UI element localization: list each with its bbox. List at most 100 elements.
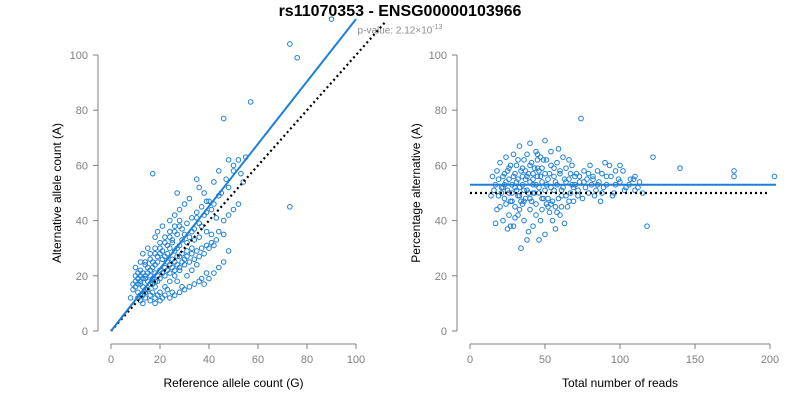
- y-tick-label: 60: [435, 160, 447, 172]
- data-point: [193, 176, 200, 182]
- data-point: [196, 253, 202, 260]
- data-point: [147, 273, 153, 279]
- data-point: [287, 204, 293, 210]
- data-point: [563, 165, 569, 171]
- data-point: [539, 206, 545, 213]
- data-point: [515, 212, 521, 218]
- data-point: [515, 157, 521, 163]
- data-point: [594, 168, 601, 174]
- data-point: [208, 206, 215, 213]
- data-point: [603, 173, 610, 180]
- data-point: [152, 245, 158, 251]
- data-point: [533, 212, 539, 218]
- data-point: [497, 159, 503, 166]
- x-tick-label: 100: [611, 354, 629, 366]
- data-point: [534, 151, 541, 158]
- data-point: [533, 148, 539, 155]
- data-point: [159, 248, 166, 254]
- data-point: [171, 273, 178, 279]
- x-axis-title: Total number of reads: [562, 376, 678, 390]
- data-point: [176, 206, 183, 213]
- y-tick-label: 100: [70, 50, 88, 62]
- y-axis-title: Percentage alternative (A): [409, 123, 423, 262]
- data-point: [516, 143, 523, 149]
- data-point: [167, 270, 173, 276]
- data-point: [515, 176, 521, 182]
- data-point: [181, 256, 188, 263]
- data-point: [528, 198, 535, 205]
- data-point: [579, 195, 586, 202]
- data-point: [546, 209, 553, 216]
- data-point: [516, 206, 523, 213]
- data-point: [539, 165, 545, 171]
- reference-line: [110, 21, 387, 332]
- data-point: [524, 237, 530, 243]
- data-point: [771, 173, 778, 180]
- data-point: [543, 157, 550, 163]
- data-point: [157, 239, 163, 246]
- data-point: [504, 168, 511, 174]
- data-point: [567, 170, 574, 177]
- data-point: [542, 137, 548, 144]
- data-point: [555, 195, 562, 202]
- data-point: [527, 195, 533, 202]
- y-tick-label: 80: [435, 105, 447, 117]
- data-point: [551, 165, 557, 171]
- data-point: [537, 173, 544, 180]
- data-point: [196, 184, 202, 191]
- data-point: [507, 162, 514, 169]
- data-point: [144, 264, 151, 271]
- data-point: [537, 154, 544, 160]
- data-point: [591, 192, 598, 199]
- data-point: [552, 204, 559, 210]
- data-point: [495, 192, 502, 199]
- data-point: [552, 226, 559, 232]
- x-tick-label: 40: [203, 354, 215, 366]
- data-point: [164, 242, 171, 249]
- x-tick-label: 100: [347, 354, 365, 366]
- data-point: [203, 198, 210, 205]
- y-tick-label: 20: [435, 271, 447, 283]
- data-point: [201, 281, 207, 287]
- data-point: [149, 259, 156, 265]
- data-point: [152, 234, 158, 240]
- data-point: [515, 192, 521, 199]
- data-point: [546, 170, 553, 177]
- data-point: [186, 259, 193, 265]
- data-point: [497, 204, 503, 210]
- x-tick-label: 50: [539, 354, 551, 366]
- data-point: [501, 170, 508, 177]
- data-point: [174, 190, 180, 196]
- data-point: [615, 176, 622, 182]
- data-point: [495, 176, 502, 182]
- data-point: [203, 270, 210, 276]
- x-tick-label: 60: [252, 354, 264, 366]
- data-point: [492, 220, 499, 227]
- data-point: [203, 228, 210, 235]
- data-point: [184, 248, 190, 254]
- data-point: [582, 184, 589, 191]
- data-point: [566, 198, 572, 205]
- data-point: [193, 248, 200, 254]
- data-point: [548, 201, 554, 207]
- data-point: [196, 278, 202, 285]
- data-point: [581, 168, 587, 174]
- data-point: [186, 284, 193, 290]
- data-point: [198, 245, 205, 251]
- data-point: [225, 248, 232, 254]
- data-point: [140, 250, 146, 257]
- data-point: [590, 173, 596, 180]
- data-point: [162, 273, 168, 279]
- data-point: [179, 226, 185, 232]
- x-tick-label: 80: [301, 354, 313, 366]
- data-point: [176, 217, 183, 224]
- data-point: [216, 168, 222, 174]
- data-point: [152, 295, 158, 301]
- data-point: [174, 231, 180, 238]
- x-tick-label: 20: [154, 354, 166, 366]
- data-point: [213, 215, 220, 221]
- data-point: [731, 168, 737, 174]
- x-tick-label: 0: [108, 354, 114, 366]
- data-point: [186, 195, 193, 202]
- data-point: [287, 41, 293, 47]
